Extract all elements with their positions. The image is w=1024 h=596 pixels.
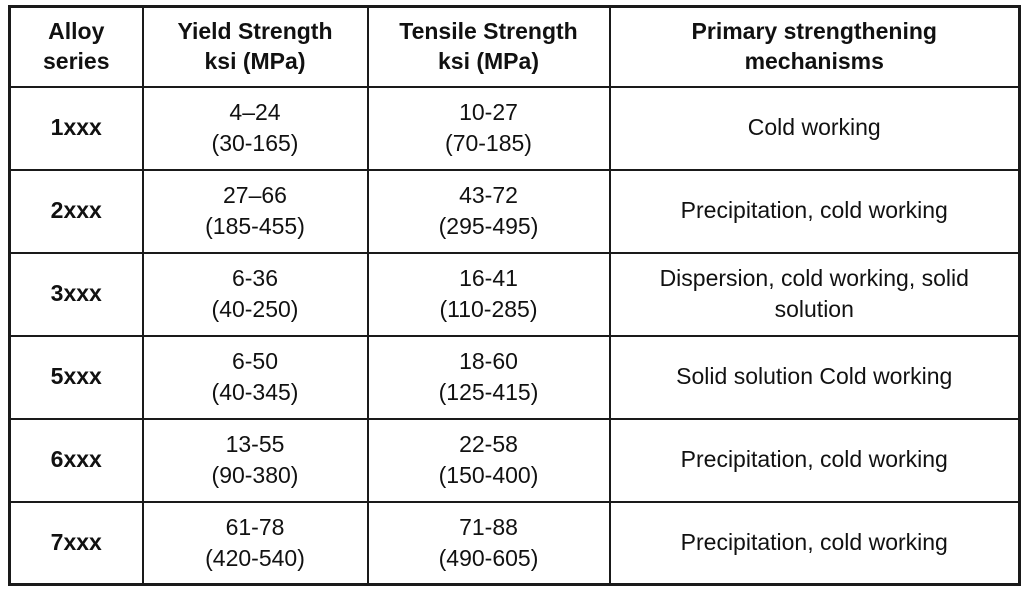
cell-tensile-strength: 71-88 (490-605) <box>366 500 611 586</box>
cell-mechanisms: Solid solution Cold working <box>608 334 1021 420</box>
cell-tensile-strength: 10-27 (70-185) <box>366 85 611 171</box>
cell-yield-strength: 4–24 (30-165) <box>141 85 369 171</box>
col-header-yield-strength: Yield Strength ksi (MPa) <box>141 5 369 88</box>
cell-mechanisms: Precipitation, cold working <box>608 417 1021 503</box>
cell-yield-strength: 6-36 (40-250) <box>141 251 369 337</box>
col-header-mechanisms: Primary strengthening mechanisms <box>608 5 1021 88</box>
cell-mechanisms: Precipitation, cold working <box>608 500 1021 586</box>
cell-alloy-series: 1xxx <box>8 85 144 171</box>
table-row-6xxx: 6xxx 13-55 (90-380) 22-58 (150-400) Prec… <box>8 417 1021 503</box>
cell-alloy-series: 3xxx <box>8 251 144 337</box>
table-row-5xxx: 5xxx 6-50 (40-345) 18-60 (125-415) Solid… <box>8 334 1021 420</box>
table-row-1xxx: 1xxx 4–24 (30-165) 10-27 (70-185) Cold w… <box>8 85 1021 171</box>
col-header-alloy-series: Alloy series <box>8 5 144 88</box>
cell-yield-strength: 6-50 (40-345) <box>141 334 369 420</box>
header-row: Alloy series Yield Strength ksi (MPa) Te… <box>8 5 1021 88</box>
cell-alloy-series: 7xxx <box>8 500 144 586</box>
cell-mechanisms: Dispersion, cold working, solid solution <box>608 251 1021 337</box>
cell-tensile-strength: 16-41 (110-285) <box>366 251 611 337</box>
alloy-strength-table-grid: Alloy series Yield Strength ksi (MPa) Te… <box>8 5 1021 586</box>
table-row-7xxx: 7xxx 61-78 (420-540) 71-88 (490-605) Pre… <box>8 500 1021 586</box>
cell-mechanisms: Cold working <box>608 85 1021 171</box>
cell-yield-strength: 61-78 (420-540) <box>141 500 369 586</box>
cell-alloy-series: 5xxx <box>8 334 144 420</box>
cell-yield-strength: 27–66 (185-455) <box>141 168 369 254</box>
cell-tensile-strength: 22-58 (150-400) <box>366 417 611 503</box>
cell-alloy-series: 6xxx <box>8 417 144 503</box>
cell-tensile-strength: 43-72 (295-495) <box>366 168 611 254</box>
table-row-2xxx: 2xxx 27–66 (185-455) 43-72 (295-495) Pre… <box>8 168 1021 254</box>
col-header-tensile-strength: Tensile Strength ksi (MPa) <box>366 5 611 88</box>
cell-mechanisms: Precipitation, cold working <box>608 168 1021 254</box>
cell-tensile-strength: 18-60 (125-415) <box>366 334 611 420</box>
table-row-3xxx: 3xxx 6-36 (40-250) 16-41 (110-285) Dispe… <box>8 251 1021 337</box>
cell-alloy-series: 2xxx <box>8 168 144 254</box>
cell-yield-strength: 13-55 (90-380) <box>141 417 369 503</box>
alloy-strength-table: Alloy series Yield Strength ksi (MPa) Te… <box>8 5 1021 586</box>
